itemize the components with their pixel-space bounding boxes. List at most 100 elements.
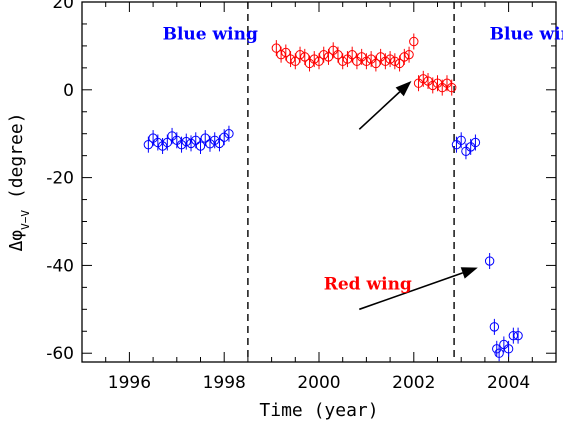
data-point: [352, 53, 362, 70]
data-point: [205, 135, 215, 152]
point-marker: [347, 49, 357, 60]
data-point: [219, 129, 229, 146]
y-tick-label: 20: [52, 0, 74, 13]
x-axis-title: Time (year): [259, 400, 378, 421]
data-point: [409, 33, 419, 50]
data-point: [447, 79, 457, 96]
divider-lines: [247, 2, 455, 362]
point-marker: [409, 36, 419, 47]
y-tick-label: 0: [63, 81, 74, 101]
point-marker: [494, 348, 504, 358]
data-point: [210, 132, 220, 149]
arrow-shaft: [359, 272, 463, 311]
data-point: [300, 48, 310, 65]
data-point: [390, 53, 400, 70]
point-marker: [447, 82, 457, 93]
point-marker: [508, 330, 519, 341]
data-point: [148, 130, 158, 147]
point-marker: [219, 132, 229, 142]
y-axis-title-main: Δφ: [6, 230, 27, 252]
data-point: [338, 53, 348, 70]
point-marker: [186, 138, 196, 149]
point-marker: [309, 54, 319, 64]
point-marker: [153, 137, 163, 148]
point-marker: [513, 330, 523, 341]
data-point: [492, 340, 502, 357]
point-marker: [390, 56, 400, 66]
data-point: [418, 70, 428, 87]
data-point: [361, 53, 372, 70]
x-tick-label: 1996: [108, 373, 151, 393]
y-axis-title-unit: (degree): [6, 112, 27, 210]
point-marker: [295, 49, 305, 60]
point-marker: [210, 135, 220, 145]
point-marker: [314, 56, 324, 66]
data-point: [153, 134, 163, 151]
y-axis-title-sub: V−V: [19, 210, 32, 230]
x-tick-label: 2002: [392, 373, 435, 393]
point-marker: [404, 49, 414, 60]
data-point: [323, 48, 334, 65]
data-point: [172, 132, 182, 149]
point-marker: [271, 43, 282, 53]
annotation-label: Red wing: [324, 275, 412, 295]
data-point: [399, 48, 410, 65]
data-point: [437, 79, 447, 96]
data-point: [191, 132, 201, 149]
data-point: [290, 53, 300, 70]
point-marker: [338, 56, 348, 66]
data-point: [200, 130, 210, 147]
data-point: [503, 340, 514, 357]
x-tick-label: 1998: [203, 373, 246, 393]
data-points: [143, 33, 523, 362]
point-marker: [191, 135, 201, 145]
data-point: [442, 75, 452, 92]
data-point: [513, 327, 523, 344]
annotation-label: Blue wing: [163, 24, 258, 44]
point-marker: [205, 139, 215, 149]
data-point: [176, 136, 187, 153]
point-marker: [333, 49, 343, 60]
data-point: [328, 42, 338, 59]
y-tick-label: -20: [46, 169, 74, 189]
data-point: [489, 318, 500, 335]
data-point: [181, 133, 191, 150]
point-marker: [470, 137, 481, 148]
point-marker: [162, 137, 173, 148]
data-point: [319, 46, 329, 63]
point-marker: [319, 49, 329, 60]
data-point: [276, 46, 286, 63]
data-point: [285, 51, 296, 68]
data-point: [304, 55, 315, 72]
point-marker: [323, 52, 334, 62]
data-point: [157, 138, 168, 154]
data-point: [195, 138, 206, 154]
point-marker: [200, 133, 210, 143]
point-marker: [290, 56, 300, 66]
data-point: [456, 132, 466, 149]
data-point: [347, 46, 357, 63]
y-axis-title: ΔφV−V (degree): [6, 112, 32, 251]
annotations: Blue wing Red wing Blue wing: [163, 24, 563, 294]
data-point: [404, 46, 414, 63]
data-point: [281, 44, 291, 61]
arrow-head: [395, 81, 412, 97]
arrow-shaft: [358, 91, 401, 130]
x-tick-label: 2000: [297, 373, 340, 393]
data-point: [333, 46, 343, 63]
y-tick-label: -60: [46, 344, 74, 364]
data-point: [314, 53, 324, 70]
point-marker: [428, 80, 438, 91]
point-marker: [456, 135, 466, 145]
data-point: [186, 135, 196, 152]
data-point: [375, 48, 386, 65]
data-point: [465, 138, 476, 155]
data-point: [309, 51, 319, 68]
point-marker: [371, 58, 381, 69]
point-marker: [380, 56, 391, 66]
data-point: [143, 136, 154, 153]
arrows: [358, 81, 478, 311]
data-point: [385, 51, 395, 68]
data-point: [494, 345, 504, 362]
